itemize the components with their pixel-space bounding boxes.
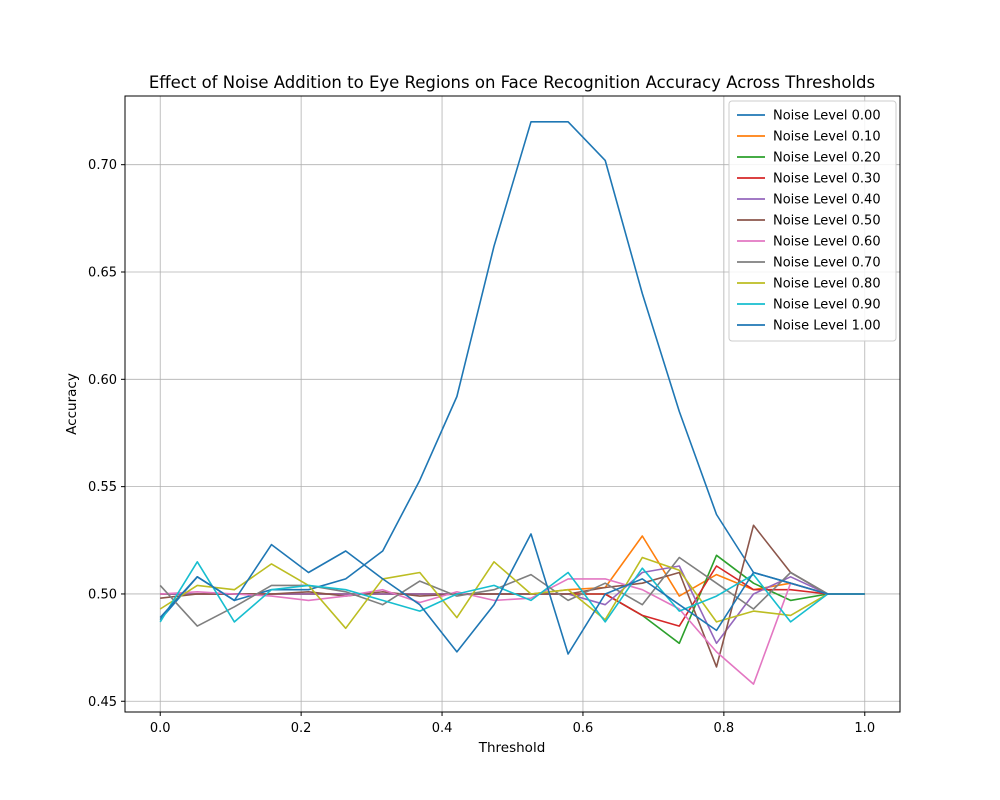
legend-label-1: Noise Level 0.10: [773, 130, 881, 145]
y-tick-label: 0.65: [88, 266, 117, 281]
x-axis: 0.0 0.2 0.4 0.6 0.8 1.0: [150, 712, 875, 736]
y-axis-label: Accuracy: [64, 373, 80, 435]
x-axis-label: Threshold: [478, 740, 546, 756]
y-tick-label: 0.55: [88, 480, 117, 495]
legend-label-0: Noise Level 0.00: [773, 109, 881, 124]
legend-label-9: Noise Level 0.90: [773, 298, 881, 313]
y-axis: 0.45 0.50 0.55 0.60 0.65 0.70: [88, 158, 125, 710]
series-line-6: [160, 578, 865, 685]
y-tick-label: 0.50: [88, 587, 117, 602]
legend-label-7: Noise Level 0.70: [773, 256, 881, 271]
x-tick-label: 0.4: [432, 721, 453, 736]
x-tick-label: 0.2: [291, 721, 312, 736]
y-tick-label: 0.70: [88, 158, 117, 173]
legend-label-10: Noise Level 1.00: [773, 319, 881, 334]
series-line-10: [159, 533, 865, 655]
series-layer: [159, 121, 865, 685]
y-tick-label: 0.45: [88, 695, 117, 710]
x-tick-label: 0.0: [150, 721, 171, 736]
x-tick-label: 1.0: [854, 721, 875, 736]
legend-label-2: Noise Level 0.20: [773, 151, 881, 166]
legend-label-3: Noise Level 0.30: [773, 172, 881, 187]
legend: Noise Level 0.00 Noise Level 0.10 Noise Le…: [728, 100, 897, 342]
series-line-5: [160, 524, 865, 668]
series-line-9: [159, 560, 865, 623]
y-tick-label: 0.60: [88, 373, 117, 388]
series-line-7: [159, 556, 865, 627]
legend-label-5: Noise Level 0.50: [773, 214, 881, 229]
x-tick-label: 0.6: [573, 721, 594, 736]
legend-label-4: Noise Level 0.40: [773, 193, 881, 208]
series-line-8: [159, 556, 865, 630]
plot-frame: [124, 95, 901, 713]
chart-title: Effect of Noise Addition to Eye Regions …: [149, 73, 875, 92]
legend-label-8: Noise Level 0.80: [773, 277, 881, 292]
legend-box: [728, 100, 897, 342]
x-tick-label: 0.8: [714, 721, 735, 736]
legend-label-6: Noise Level 0.60: [773, 235, 881, 250]
